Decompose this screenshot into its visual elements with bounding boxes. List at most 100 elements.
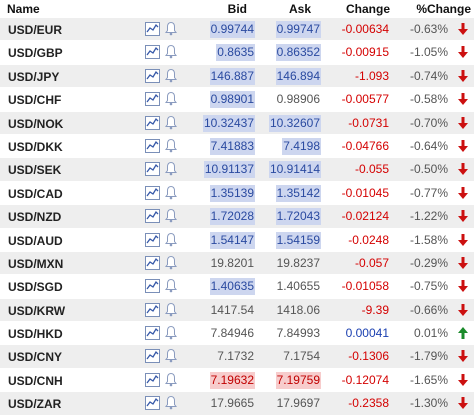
table-row[interactable]: USD/CNH 7.19632 7.19759 -0.12074 -1.65% bbox=[0, 368, 474, 393]
bell-icon[interactable] bbox=[165, 232, 177, 247]
bid-value: 0.98901 bbox=[209, 91, 255, 109]
symbol-link[interactable]: USD/CHF bbox=[8, 93, 62, 108]
mini-chart-icon[interactable] bbox=[145, 349, 160, 364]
change-value: -0.12074 bbox=[341, 372, 389, 387]
up-arrow-icon bbox=[458, 327, 468, 340]
bid-value: 1.72028 bbox=[209, 208, 255, 226]
table-row[interactable]: USD/SGD 1.40635 1.40655 -0.01058 -0.75% bbox=[0, 275, 474, 299]
down-arrow-icon bbox=[458, 233, 468, 247]
bell-icon[interactable] bbox=[165, 185, 177, 200]
symbol-link[interactable]: USD/SGD bbox=[8, 280, 63, 295]
symbol-link[interactable]: USD/GBP bbox=[8, 46, 63, 61]
mini-chart-icon[interactable] bbox=[145, 22, 160, 36]
ask-value: 10.91414 bbox=[268, 161, 321, 179]
mini-chart-icon[interactable] bbox=[145, 209, 160, 224]
symbol-link[interactable]: USD/HKD bbox=[8, 327, 63, 342]
down-arrow-icon bbox=[458, 350, 468, 363]
down-arrow-icon bbox=[458, 373, 468, 387]
bell-icon[interactable] bbox=[165, 348, 177, 363]
bell-icon[interactable] bbox=[165, 395, 177, 410]
down-arrow-icon bbox=[458, 116, 468, 130]
mini-chart-icon[interactable] bbox=[145, 302, 160, 317]
bell-icon[interactable] bbox=[165, 372, 177, 387]
table-row[interactable]: USD/KRW 1417.54 1418.06 -9.39 -0.66% bbox=[0, 298, 474, 323]
symbol-link[interactable]: USD/CAD bbox=[8, 186, 63, 201]
table-row[interactable]: USD/HKD 7.84946 7.84993 0.00041 0.01% bbox=[0, 322, 474, 346]
change-value: -1.093 bbox=[354, 68, 389, 83]
down-arrow-icon bbox=[458, 139, 468, 153]
bell-icon[interactable] bbox=[165, 115, 177, 130]
bell-icon[interactable] bbox=[165, 161, 177, 176]
change-value: -0.00634 bbox=[341, 22, 389, 36]
bid-value: 7.19632 bbox=[209, 371, 255, 389]
symbol-link[interactable]: USD/SEK bbox=[8, 163, 62, 178]
down-arrow-icon bbox=[458, 397, 468, 410]
mini-chart-icon[interactable] bbox=[145, 45, 160, 60]
symbol-link[interactable]: USD/NZD bbox=[8, 210, 62, 225]
symbol-link[interactable]: USD/DKK bbox=[8, 139, 63, 154]
change-value: -0.1306 bbox=[348, 349, 389, 364]
table-row[interactable]: USD/GBP 0.8635 0.86352 -0.00915 -1.05% bbox=[0, 41, 474, 65]
pct-change-value: -0.29% bbox=[409, 255, 448, 270]
table-row[interactable]: USD/DKK 7.41883 7.4198 -0.04766 -0.64% bbox=[0, 134, 474, 159]
table-row[interactable]: USD/MXN 19.8201 19.8237 -0.057 -0.29% bbox=[0, 251, 474, 276]
bell-icon[interactable] bbox=[165, 278, 177, 293]
bell-icon[interactable] bbox=[165, 21, 177, 36]
mini-chart-icon[interactable] bbox=[145, 326, 160, 341]
table-row[interactable]: USD/EUR 0.99744 0.99747 -0.00634 -0.63% bbox=[0, 18, 474, 42]
change-value: -0.055 bbox=[354, 162, 389, 177]
ask-value: 0.86352 bbox=[275, 44, 321, 62]
table-row[interactable]: USD/CNY 7.1732 7.1754 -0.1306 -1.79% bbox=[0, 345, 474, 369]
symbol-link[interactable]: USD/NOK bbox=[8, 116, 64, 131]
bell-icon[interactable] bbox=[165, 208, 177, 223]
pct-change-value: -0.64% bbox=[409, 138, 448, 153]
header-change[interactable]: Change bbox=[345, 2, 390, 16]
table-row[interactable]: USD/ZAR 17.9665 17.9697 -0.2358 -1.30% bbox=[0, 392, 474, 416]
mini-chart-icon[interactable] bbox=[145, 138, 160, 153]
symbol-link[interactable]: USD/CNH bbox=[8, 373, 63, 388]
bell-icon[interactable] bbox=[165, 44, 177, 59]
mini-chart-icon[interactable] bbox=[145, 396, 160, 411]
mini-chart-icon[interactable] bbox=[145, 162, 160, 177]
pct-change-value: -1.79% bbox=[409, 349, 448, 364]
down-arrow-icon bbox=[458, 23, 468, 36]
bell-icon[interactable] bbox=[165, 68, 177, 83]
mini-chart-icon[interactable] bbox=[145, 92, 160, 107]
table-row[interactable]: USD/CAD 1.35139 1.35142 -0.01045 -0.77% bbox=[0, 181, 474, 206]
mini-chart-icon[interactable] bbox=[145, 115, 160, 130]
bid-value: 7.84946 bbox=[210, 326, 254, 341]
mini-chart-icon[interactable] bbox=[145, 185, 160, 200]
bid-value: 1.40635 bbox=[209, 278, 255, 296]
symbol-link[interactable]: USD/ZAR bbox=[8, 397, 62, 412]
pct-change-value: -0.50% bbox=[409, 162, 448, 177]
bell-icon[interactable] bbox=[165, 325, 177, 340]
header-bid[interactable]: Bid bbox=[227, 2, 247, 16]
header-name[interactable]: Name bbox=[7, 2, 40, 16]
mini-chart-icon[interactable] bbox=[145, 232, 160, 247]
bid-value: 146.887 bbox=[209, 67, 255, 85]
table-row[interactable]: USD/CHF 0.98901 0.98906 -0.00577 -0.58% bbox=[0, 88, 474, 112]
mini-chart-icon[interactable] bbox=[145, 372, 160, 387]
bell-icon[interactable] bbox=[165, 91, 177, 106]
bell-icon[interactable] bbox=[165, 138, 177, 153]
symbol-link[interactable]: USD/KRW bbox=[8, 303, 66, 318]
symbol-link[interactable]: USD/EUR bbox=[8, 23, 63, 37]
table-row[interactable]: USD/NZD 1.72028 1.72043 -0.02124 -1.22% bbox=[0, 205, 474, 229]
header-ask[interactable]: Ask bbox=[288, 2, 311, 16]
table-row[interactable]: USD/AUD 1.54147 1.54159 -0.0248 -1.58% bbox=[0, 228, 474, 252]
header-pct-change[interactable]: %Change bbox=[416, 2, 471, 16]
table-row[interactable]: USD/JPY 146.887 146.894 -1.093 -0.74% bbox=[0, 64, 474, 89]
mini-chart-icon[interactable] bbox=[145, 68, 160, 83]
mini-chart-icon[interactable] bbox=[145, 279, 160, 294]
symbol-link[interactable]: USD/JPY bbox=[8, 69, 60, 84]
bell-icon[interactable] bbox=[165, 302, 177, 317]
symbol-link[interactable]: USD/CNY bbox=[8, 350, 63, 365]
mini-chart-icon[interactable] bbox=[145, 255, 160, 270]
symbol-link[interactable]: USD/MXN bbox=[8, 256, 64, 271]
down-arrow-icon bbox=[458, 303, 468, 317]
table-row[interactable]: USD/SEK 10.91137 10.91414 -0.055 -0.50% bbox=[0, 158, 474, 182]
symbol-link[interactable]: USD/AUD bbox=[8, 233, 63, 248]
change-value: -0.0731 bbox=[348, 115, 389, 130]
bell-icon[interactable] bbox=[165, 255, 177, 270]
table-row[interactable]: USD/NOK 10.32437 10.32607 -0.0731 -0.70% bbox=[0, 111, 474, 135]
